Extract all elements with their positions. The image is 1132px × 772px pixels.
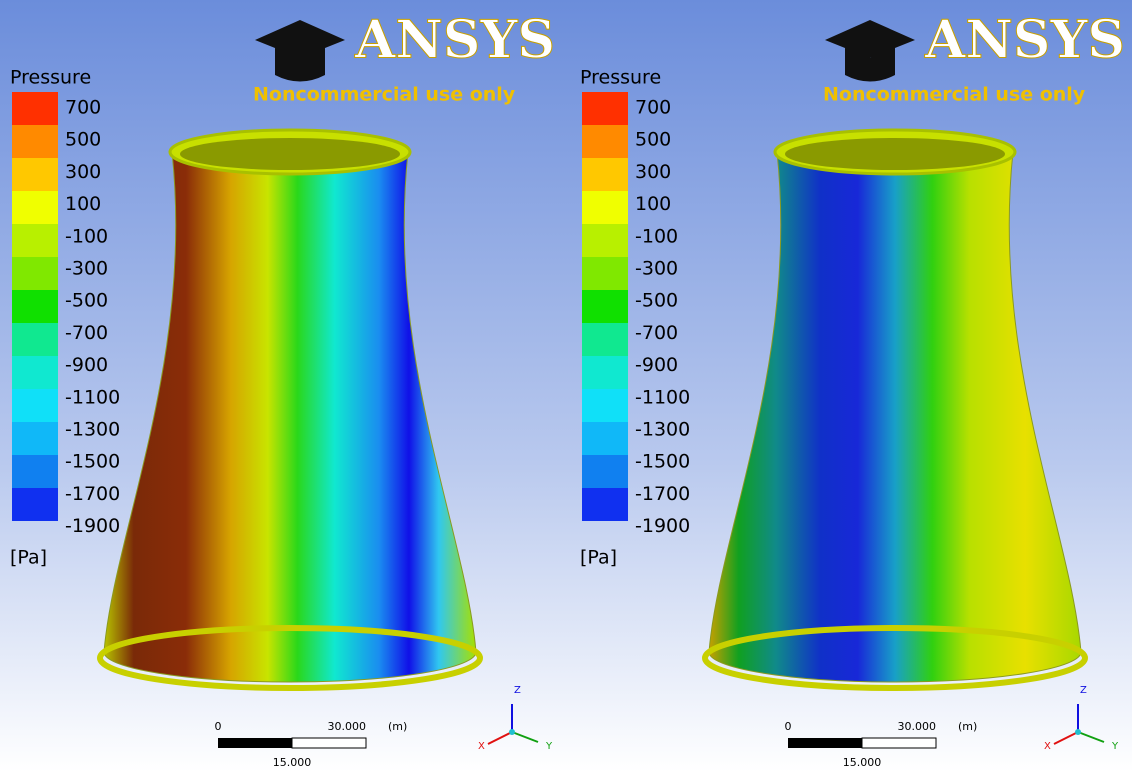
tower-top-inner	[180, 138, 400, 170]
logo-tagline: Noncommercial use only	[823, 84, 1086, 106]
scale-unit: (m)	[388, 720, 407, 733]
legend-band	[582, 125, 628, 158]
legend-level: -300	[635, 258, 678, 280]
legend-band	[582, 158, 628, 191]
legend-band	[12, 356, 58, 389]
legend-band	[12, 455, 58, 488]
legend-level: -1900	[635, 515, 690, 537]
legend-band	[582, 191, 628, 224]
legend-level: -500	[65, 290, 108, 312]
scale-unit: (m)	[958, 720, 977, 733]
legend-level: -1500	[635, 451, 690, 473]
tower-top-inner	[785, 138, 1005, 170]
legend-level: -1700	[65, 483, 120, 505]
legend-level: -1500	[65, 451, 120, 473]
scale-end: 30.000	[898, 720, 937, 733]
axis-origin	[509, 729, 515, 735]
legend-band	[12, 125, 58, 158]
scale-black	[218, 738, 292, 748]
logo-brand: ANSYS	[354, 10, 555, 71]
legend-band	[582, 92, 628, 125]
axis-y-label: Y	[545, 741, 553, 752]
legend-level: -700	[65, 322, 108, 344]
legend-title: Pressure	[10, 67, 91, 89]
legend-level: -300	[65, 258, 108, 280]
legend-title: Pressure	[580, 67, 661, 89]
legend-band	[582, 455, 628, 488]
scale-white	[292, 738, 366, 748]
legend-level: -1100	[635, 386, 690, 408]
scale-middle: 15.000	[843, 756, 882, 769]
legend-band	[12, 224, 58, 257]
axis-y-label: Y	[1111, 741, 1119, 752]
legend-level: -1700	[635, 483, 690, 505]
legend-band	[12, 92, 58, 125]
legend-band	[582, 422, 628, 455]
legend-unit: [Pa]	[10, 547, 47, 569]
legend-level: 500	[65, 129, 101, 151]
legend-level: 100	[65, 193, 101, 215]
legend-band	[582, 488, 628, 521]
legend-level: -1300	[65, 419, 120, 441]
legend-level: -100	[65, 225, 108, 247]
scale-end: 30.000	[328, 720, 367, 733]
legend-level: -1100	[65, 386, 120, 408]
legend-band	[12, 323, 58, 356]
axis-z-label: Z	[1080, 685, 1087, 696]
scale-start: 0	[215, 720, 222, 733]
legend-band	[12, 290, 58, 323]
legend-level: 300	[65, 161, 101, 183]
legend-band	[12, 389, 58, 422]
legend-band	[582, 356, 628, 389]
legend-level: 300	[635, 161, 671, 183]
legend-level: 700	[635, 97, 671, 119]
legend-band	[582, 224, 628, 257]
legend-band	[12, 191, 58, 224]
legend-unit: [Pa]	[580, 547, 617, 569]
legend-band	[582, 290, 628, 323]
legend-level: -900	[635, 354, 678, 376]
axis-x-label: X	[1044, 741, 1051, 752]
legend-band	[12, 158, 58, 191]
legend-band	[582, 323, 628, 356]
scale-middle: 15.000	[273, 756, 312, 769]
viewer: ANSYS Noncommercial use only Pressure 700 50…	[0, 0, 1132, 772]
legend-band	[12, 488, 58, 521]
legend-level: 500	[635, 129, 671, 151]
legend-band	[582, 257, 628, 290]
logo-brand: ANSYS	[924, 10, 1125, 71]
logo-tagline: Noncommercial use only	[253, 84, 516, 106]
legend-band	[582, 389, 628, 422]
legend-band	[12, 422, 58, 455]
legend-level: 700	[65, 97, 101, 119]
scale-white	[862, 738, 936, 748]
legend-level: -100	[635, 225, 678, 247]
legend-level: 100	[635, 193, 671, 215]
legend-level: -1300	[635, 419, 690, 441]
axis-z-label: Z	[514, 685, 521, 696]
legend-level: -700	[635, 322, 678, 344]
legend-band	[12, 257, 58, 290]
legend-level: -500	[635, 290, 678, 312]
scale-black	[788, 738, 862, 748]
legend-level: -1900	[65, 515, 120, 537]
viewport: ANSYS Noncommercial use only Pressure 700 50…	[0, 0, 1132, 772]
scale-start: 0	[785, 720, 792, 733]
axis-origin	[1075, 729, 1081, 735]
legend-level: -900	[65, 354, 108, 376]
axis-x-label: X	[478, 741, 485, 752]
